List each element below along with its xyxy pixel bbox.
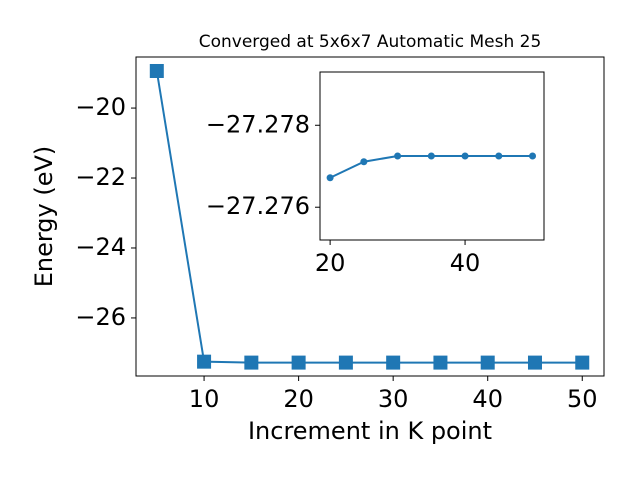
x-tick-label: 50 [567, 385, 598, 413]
marker [495, 152, 503, 160]
x-tick-label: 20 [283, 385, 314, 413]
marker [575, 355, 590, 370]
marker [529, 152, 537, 160]
y-tick-label: −26 [75, 303, 126, 331]
marker [360, 158, 368, 166]
marker [427, 152, 435, 160]
y-tick-label: −27.276 [206, 192, 310, 220]
marker [386, 355, 401, 370]
marker [197, 354, 212, 369]
y-tick-label: −22 [75, 163, 126, 191]
line [155, 70, 583, 364]
marker [326, 174, 334, 182]
marker [394, 152, 402, 160]
x-tick-label: 40 [450, 249, 481, 277]
marker [433, 355, 448, 370]
chart-title: Converged at 5x6x7 Automatic Mesh 25 [199, 32, 542, 52]
x-tick-label: 20 [315, 249, 346, 277]
y-axis-label: Energy (eV) [30, 146, 58, 288]
y-tick-label: −27.278 [206, 110, 310, 138]
x-axis-label: Increment in K point [248, 417, 492, 445]
marker [149, 63, 164, 78]
marker [527, 355, 542, 370]
marker [244, 355, 259, 370]
marker [480, 355, 495, 370]
x-tick-label: 40 [472, 385, 503, 413]
x-tick-label: 10 [189, 385, 220, 413]
y-tick-label: −20 [75, 93, 126, 121]
y-tick-label: −24 [75, 233, 126, 261]
x-tick-label: 30 [378, 385, 409, 413]
marker [291, 355, 306, 370]
marker [461, 152, 469, 160]
marker [338, 355, 353, 370]
